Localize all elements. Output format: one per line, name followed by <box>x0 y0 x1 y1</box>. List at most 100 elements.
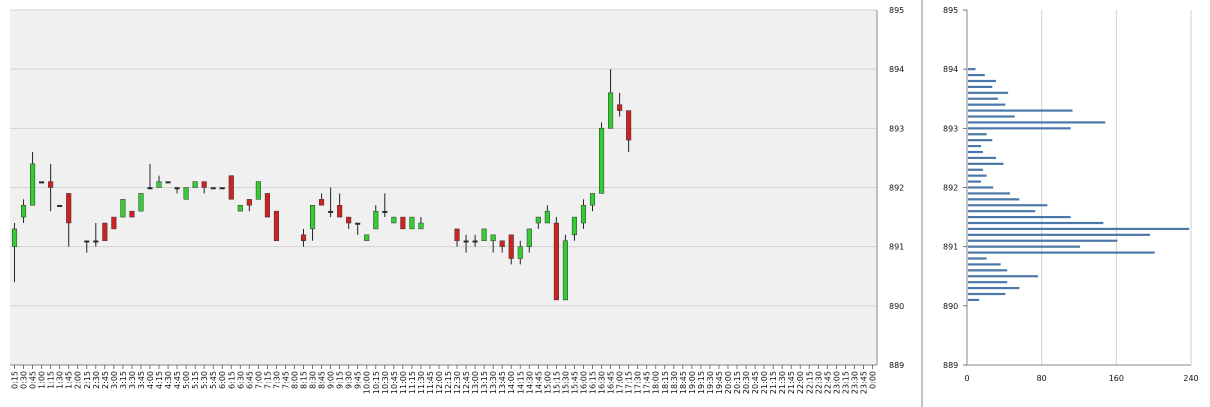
candle <box>255 181 261 200</box>
candle <box>517 240 523 265</box>
x-tick-label: 16:45 <box>607 371 616 394</box>
x-tick-label: 0:45 <box>29 371 38 389</box>
x-tick-label: 17:30 <box>634 371 643 394</box>
x-tick-label: 10:00 <box>363 371 372 394</box>
candle <box>400 216 406 230</box>
candle-body <box>309 205 316 230</box>
x-tick-label: 6:15 <box>227 371 236 389</box>
candle <box>237 205 243 212</box>
y-tick-label: 891 <box>943 243 958 252</box>
volume-bar <box>968 227 1190 231</box>
candle-body <box>219 187 225 190</box>
x-tick-label: 20:00 <box>724 371 733 394</box>
x-tick-label: 13:15 <box>480 371 489 394</box>
x-tick-label: 0 <box>964 374 969 383</box>
candle-body <box>129 210 135 218</box>
y-tick-label: 894 <box>889 65 904 74</box>
candle <box>174 187 180 194</box>
candle <box>111 216 117 230</box>
candle-body <box>382 210 388 213</box>
candle-body <box>30 163 36 206</box>
x-tick-label: 10:30 <box>381 371 390 394</box>
candle <box>526 228 532 253</box>
candle-body <box>400 216 406 230</box>
x-tick-label: 22:00 <box>796 371 805 394</box>
x-tick-label: 8:15 <box>300 371 309 389</box>
x-tick-label: 11:30 <box>417 371 426 394</box>
candle-body <box>319 199 325 206</box>
x-tick-labels: 0:15 0:30 0:45 1:00 1:15 1:30 1:45 2:00 2:15 2:30… <box>11 365 877 394</box>
y-tick-labels: 889 890 891 892 893 894 895 <box>889 6 904 370</box>
y-tick-label: 892 <box>943 184 958 193</box>
candle <box>328 187 334 218</box>
candle-body <box>526 228 532 247</box>
volume-bar <box>968 79 996 83</box>
x-tick-label: 9:45 <box>354 371 363 389</box>
x-tick-label: 17:00 <box>616 371 625 394</box>
x-tick-label: 5:15 <box>191 371 200 389</box>
candle <box>490 234 496 253</box>
volume-bar <box>968 133 987 136</box>
volume-bar <box>968 68 976 71</box>
volume-bar <box>968 210 1036 213</box>
candle <box>300 228 307 247</box>
bars <box>968 68 1190 302</box>
candle-body <box>210 187 216 190</box>
volume-bar <box>968 73 985 77</box>
volume-bar <box>968 239 1118 242</box>
x-tick-label: 11:45 <box>426 371 435 394</box>
grid <box>10 9 877 307</box>
candle-body <box>48 181 54 188</box>
candle-body <box>373 210 379 230</box>
candle-body <box>535 216 541 224</box>
candle <box>57 205 63 207</box>
candle-body <box>39 181 45 184</box>
candle-body <box>589 193 596 206</box>
candle <box>608 69 614 129</box>
candle <box>626 110 632 152</box>
candle <box>66 193 72 247</box>
x-tick-label: 0:30 <box>20 371 29 389</box>
x-tick-label: 16:00 <box>579 371 588 394</box>
x-tick-label: 3:00 <box>110 371 119 389</box>
y-tick-label: 890 <box>889 302 904 311</box>
x-tick-label: 3:15 <box>119 371 128 389</box>
candle <box>228 175 234 200</box>
volume-bar <box>968 156 996 160</box>
x-tick-label: 0:00 <box>868 371 877 389</box>
candle-body <box>508 234 514 259</box>
x-tick-label: 5:45 <box>209 371 218 389</box>
candle <box>156 175 162 188</box>
x-tick-label: 17:45 <box>643 371 652 394</box>
x-tick-label: 13:30 <box>489 371 498 394</box>
candle-body <box>553 222 559 301</box>
x-tick-label: 160 <box>1109 374 1124 383</box>
x-tick-label: 17:15 <box>625 371 634 394</box>
candle-body <box>111 216 117 230</box>
x-tick-label: 12:15 <box>444 371 453 394</box>
x-tick-label: 5:00 <box>182 371 191 389</box>
x-tick-labels: 0 80 160 240 <box>964 374 1198 383</box>
candle-body <box>517 246 523 259</box>
volume-bar <box>968 103 1006 106</box>
x-tick-label: 8:45 <box>318 371 327 389</box>
x-tick-label: 18:30 <box>670 371 679 394</box>
candle-body <box>580 205 587 224</box>
candle-body <box>481 228 487 242</box>
candle <box>30 152 36 206</box>
candle <box>20 199 27 223</box>
candle-body <box>273 210 279 242</box>
x-tick-label: 18:45 <box>679 371 688 394</box>
x-tick-label: 4:45 <box>173 371 182 389</box>
candle-body <box>57 205 63 207</box>
candle <box>201 181 207 194</box>
candle-body <box>192 181 198 188</box>
x-tick-label: 12:00 <box>435 371 444 394</box>
candle-body <box>237 205 243 212</box>
volume-bar <box>968 168 983 171</box>
volume-bar <box>968 186 994 189</box>
x-tick-label: 23:00 <box>832 371 841 394</box>
y-tick-label: 893 <box>943 124 958 133</box>
candle <box>102 222 108 241</box>
